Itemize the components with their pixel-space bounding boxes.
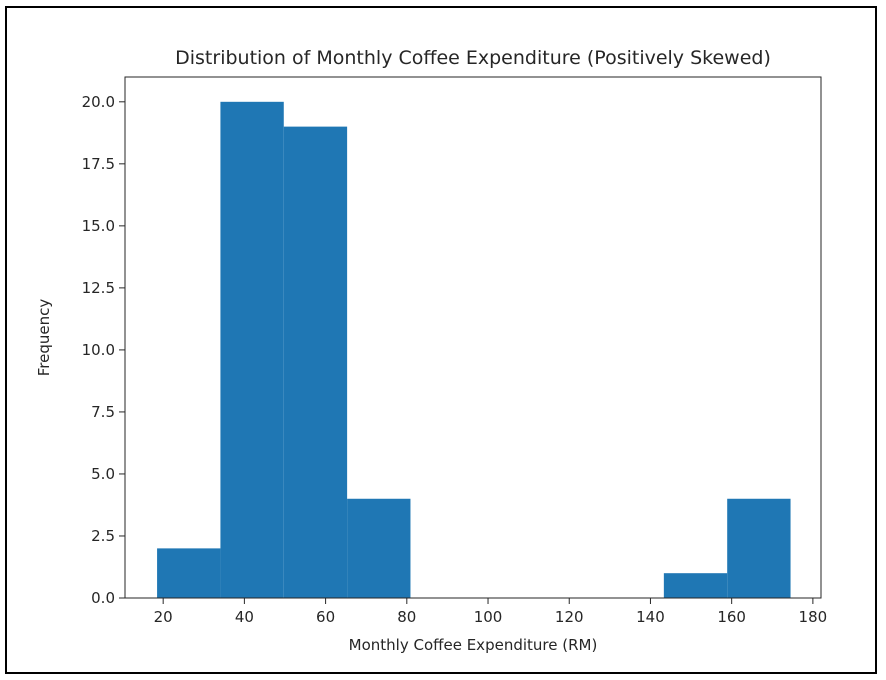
histogram-bar — [663, 573, 728, 598]
y-tick-label: 17.5 — [82, 155, 115, 173]
histogram-bar — [727, 498, 791, 598]
x-tick-label: 80 — [397, 608, 416, 626]
y-tick-label: 12.5 — [82, 279, 115, 297]
chart-title: Distribution of Monthly Coffee Expenditu… — [175, 47, 771, 69]
x-tick-label: 120 — [555, 608, 584, 626]
x-tick-label: 60 — [316, 608, 335, 626]
y-tick-label: 10.0 — [82, 341, 115, 359]
y-tick-label: 2.5 — [91, 527, 115, 545]
y-axis: 0.0 2.5 5.0 7.5 10.0 12.5 15.0 17.5 20.0 — [82, 93, 125, 607]
y-tick-label: 15.0 — [82, 217, 115, 235]
x-tick-label: 140 — [636, 608, 665, 626]
y-tick-label: 7.5 — [91, 403, 115, 421]
bars-group — [157, 101, 791, 599]
histogram-bar — [157, 548, 221, 598]
histogram-bar — [347, 498, 411, 598]
y-tick-label: 5.0 — [91, 465, 115, 483]
x-tick-label: 160 — [717, 608, 746, 626]
x-tick-label: 40 — [235, 608, 254, 626]
y-axis-label: Frequency — [35, 299, 53, 377]
figure-frame: Distribution of Monthly Coffee Expenditu… — [5, 6, 877, 674]
histogram-bar — [283, 126, 348, 598]
y-tick-label: 20.0 — [82, 93, 115, 111]
histogram-bar — [220, 101, 284, 599]
x-tick-label: 20 — [154, 608, 173, 626]
plot-frame — [124, 76, 822, 599]
histogram-chart: Distribution of Monthly Coffee Expenditu… — [35, 47, 828, 654]
y-tick-label: 0.0 — [91, 589, 115, 607]
x-tick-label: 100 — [474, 608, 503, 626]
x-tick-label: 180 — [799, 608, 828, 626]
x-axis-label: Monthly Coffee Expenditure (RM) — [349, 636, 598, 654]
x-axis: 20 40 60 80 100 120 140 160 180 — [154, 598, 828, 626]
